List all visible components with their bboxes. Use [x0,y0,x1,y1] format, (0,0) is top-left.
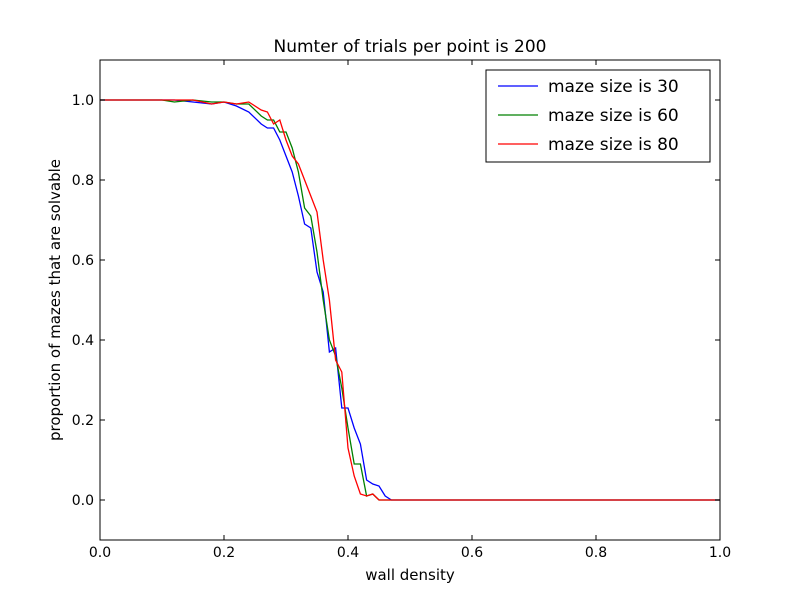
legend-label-2: maze size is 60 [548,106,679,126]
y-tick-label: 0.2 [72,413,94,429]
series-layer [100,99,720,501]
y-tick-label: 0.0 [72,493,94,509]
x-tick-label: 0.2 [213,545,235,561]
legend-label-3: maze size is 80 [548,135,679,155]
x-tick-label: 0.6 [461,545,483,561]
x-tick-label: 0.0 [89,545,111,561]
x-tick-label: 1.0 [709,545,731,561]
x-tick-label: 0.8 [585,545,607,561]
legend-box [485,69,711,163]
y-tick-label: 0.4 [72,333,94,349]
tick-layer: 0.0 0.2 0.4 0.6 0.8 1.0 0.0 0.2 0.4 0.6 0.8 1.0 [72,60,731,561]
chart-title: Numter of trials per point is 200 [274,37,547,57]
y-tick-label: 0.8 [72,173,94,189]
legend: maze size is 30 maze size is 60 maze size … [485,69,711,163]
x-axis-label: wall density [365,566,455,584]
x-tick-label: 0.4 [337,545,359,561]
legend-label-1: maze size is 30 [548,77,679,97]
series-line-3 [100,99,720,501]
y-axis-label: proportion of mazes that are solvable [46,159,64,441]
y-tick-label: 1.0 [72,93,94,109]
plot-frame [99,59,721,541]
y-tick-label: 0.6 [72,253,94,269]
